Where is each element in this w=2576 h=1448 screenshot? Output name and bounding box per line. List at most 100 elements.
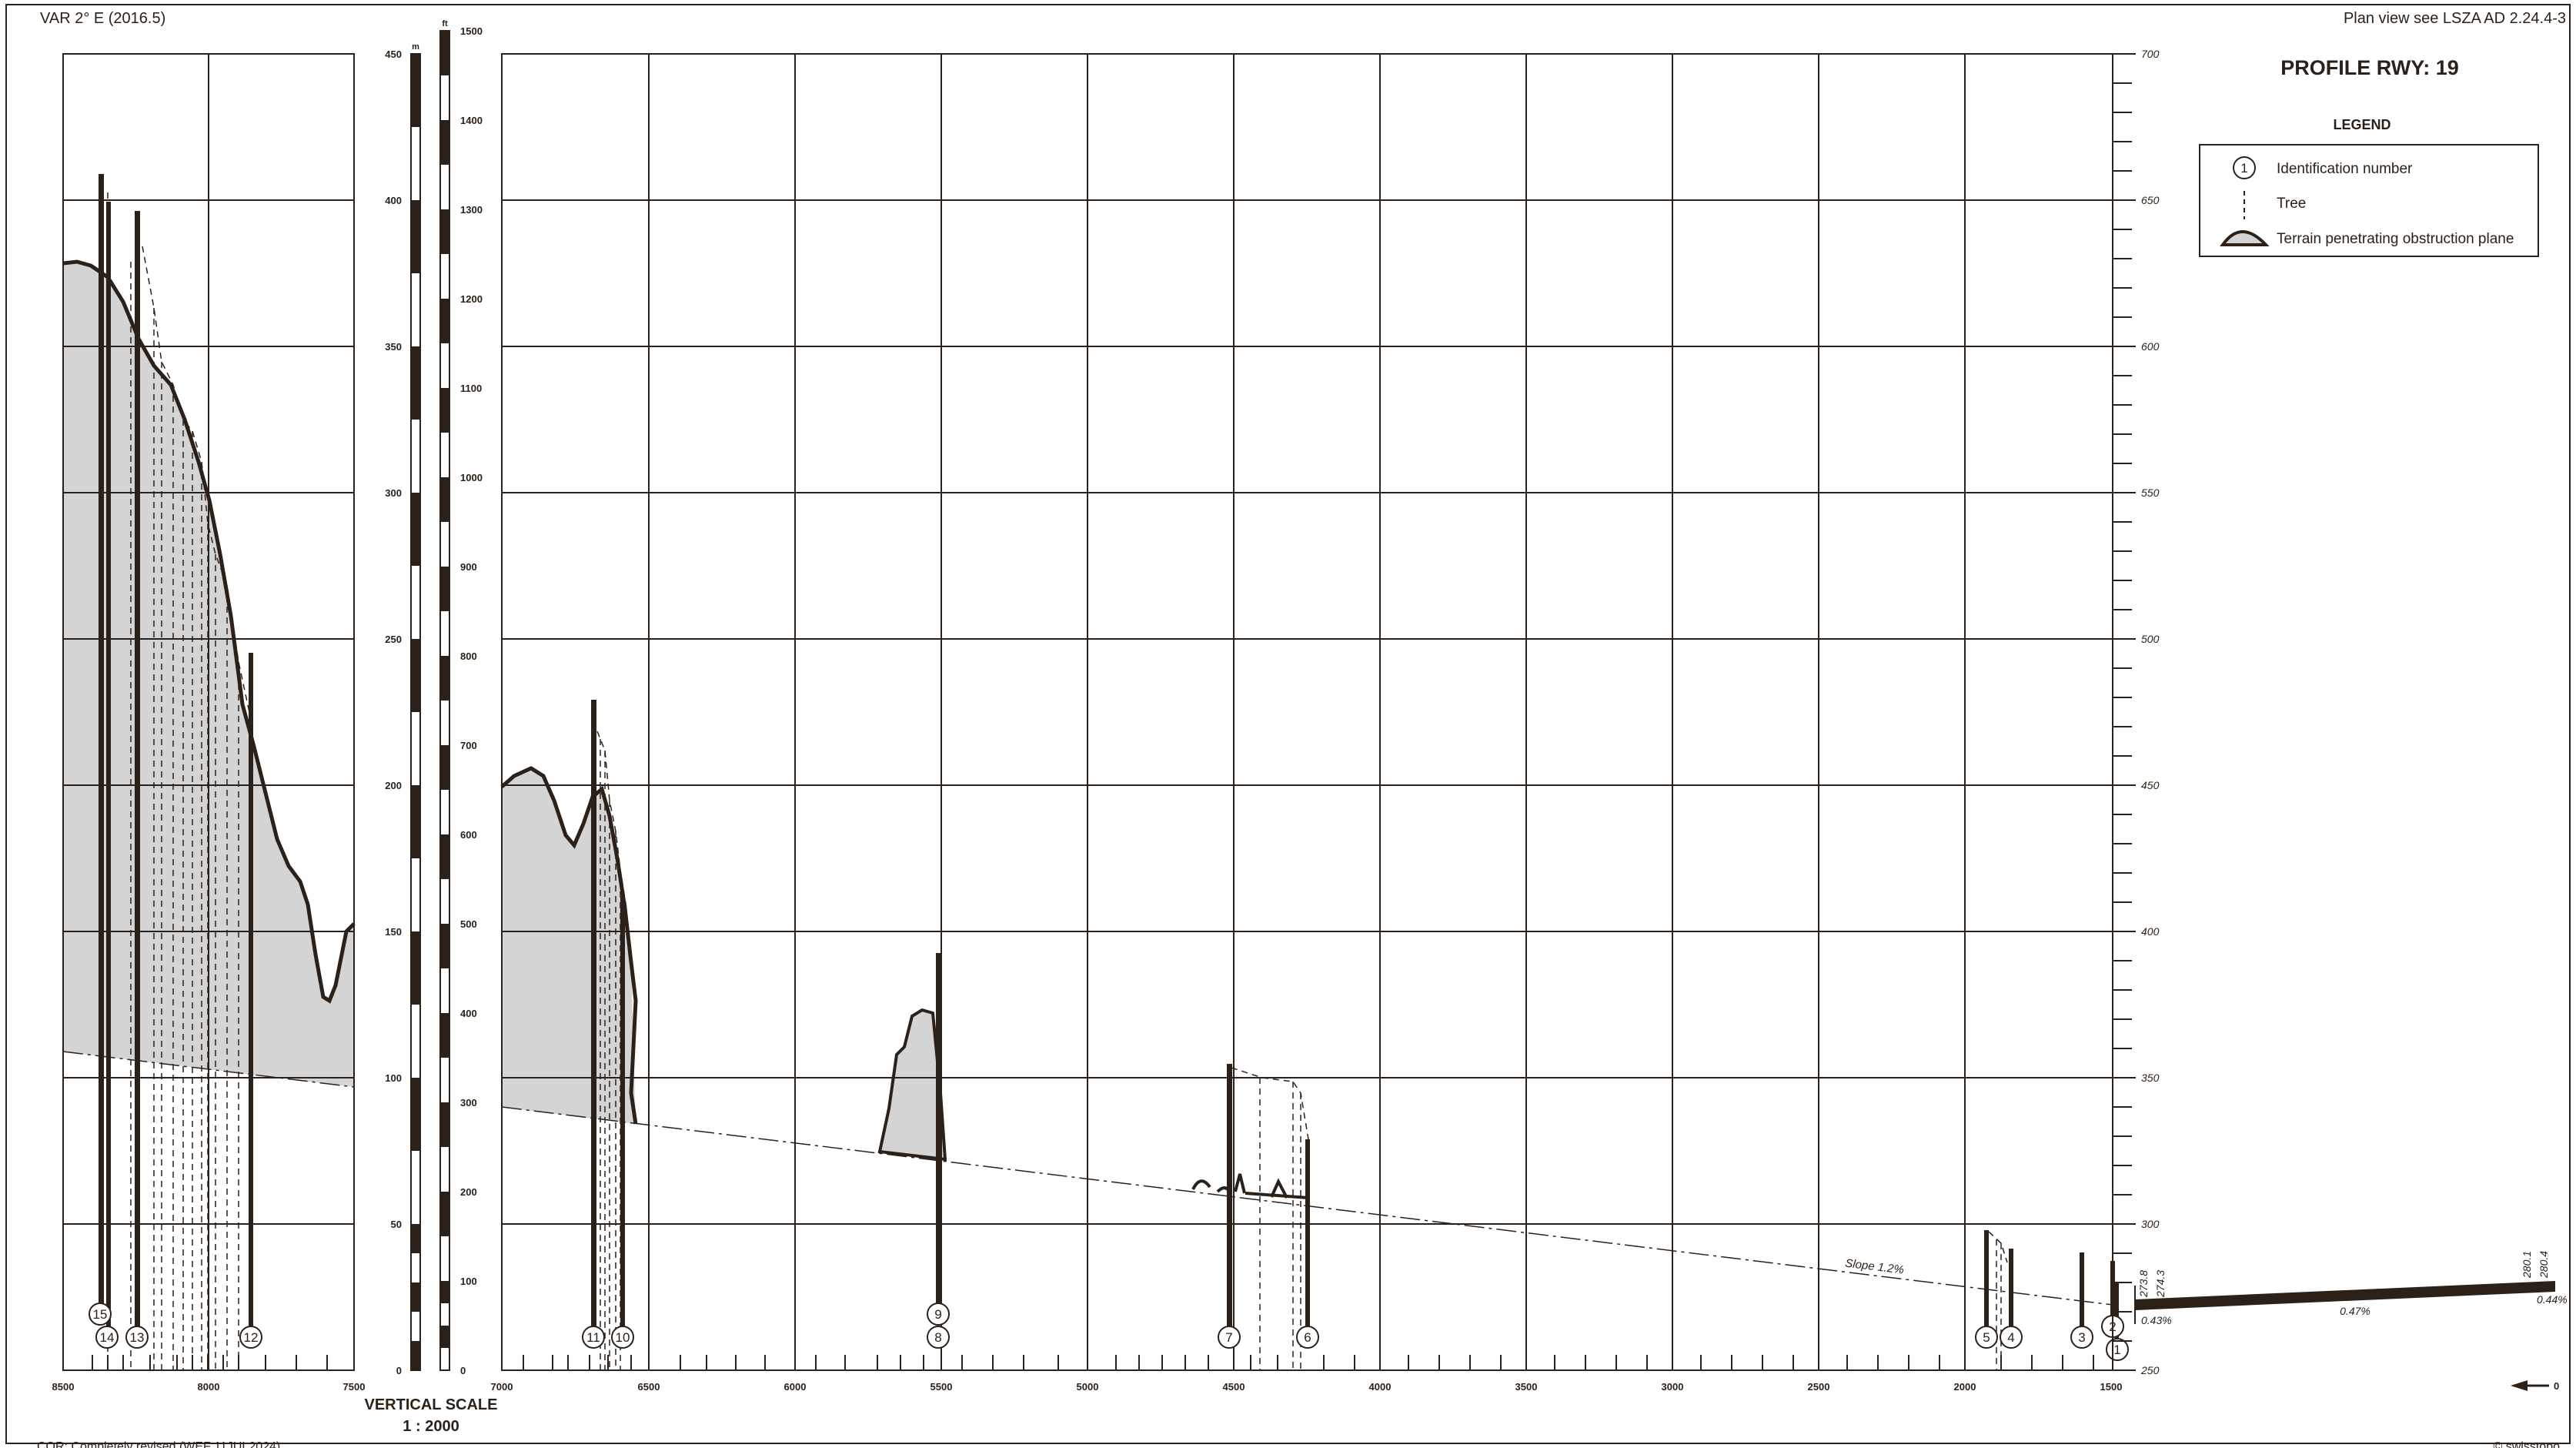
runway-slope-1: 0.43% [2141, 1314, 2172, 1326]
m-tick-400: 400 [385, 195, 402, 206]
ft-tick-100: 100 [460, 1276, 477, 1287]
obstacle-id-3: 3 [2078, 1330, 2085, 1345]
x-tick-2500: 2500 [1808, 1381, 1830, 1393]
vertical-scale-m-unit: m [412, 42, 419, 52]
main-panel: Slope 1.2% [491, 53, 2129, 1393]
obstacle-id-13: 13 [130, 1330, 145, 1345]
legend-id-symbol: 1 [2240, 161, 2247, 176]
left-x-tick-7500: 7500 [343, 1381, 366, 1393]
obstacle-9-mast [936, 953, 941, 1313]
obstacle-id-14: 14 [100, 1330, 115, 1345]
m-tick-200: 200 [385, 780, 402, 791]
legend: LEGEND 1 Identification number Tree Terr… [2199, 117, 2539, 257]
m-tick-0: 0 [396, 1365, 402, 1376]
legend-tree-label: Tree [2277, 196, 2306, 212]
ft-tick-300: 300 [460, 1097, 477, 1109]
obstacle-5-mast [1984, 1230, 1989, 1336]
ft-tick-1300: 1300 [460, 204, 483, 216]
legend-item-identification: 1 Identification number [2233, 156, 2413, 179]
chart-frame [5, 4, 2571, 1444]
obstacle-id-4: 4 [2007, 1330, 2014, 1345]
obstacle-15-mast [99, 174, 104, 1313]
obstacle-10-mast [620, 897, 625, 1336]
obstacle-id-11: 11 [586, 1330, 600, 1345]
obstacle-id-1: 1 [2113, 1343, 2120, 1357]
elev-tick-350: 350 [2141, 1072, 2160, 1084]
profile-title: PROFILE RWY: 19 [2280, 56, 2459, 79]
ft-scale-dark-segments [440, 31, 449, 1348]
runway-end-elev-1: 280.1 [2521, 1251, 2533, 1279]
right-elevation-axis: 250 300 350 400 450 500 550 600 650 700 [2112, 48, 2160, 1376]
m-tick-50: 50 [391, 1219, 402, 1230]
obstacle-7-mast [1227, 1064, 1232, 1336]
elev-tick-500: 500 [2141, 633, 2160, 645]
ft-tick-0: 0 [460, 1365, 466, 1376]
runway-strip [2135, 1281, 2555, 1310]
x-tick-5500: 5500 [931, 1381, 953, 1393]
obstacle-id-5: 5 [1983, 1330, 1990, 1345]
legend-id-label: Identification number [2277, 161, 2413, 177]
legend-terrain-label: Terrain penetrating obstruction plane [2277, 231, 2514, 247]
ft-tick-1000: 1000 [460, 472, 483, 483]
obstacle-12-mast [249, 653, 253, 1336]
vertical-scale-ft-unit: ft [442, 19, 448, 28]
main-terrain-hill-5500 [877, 1008, 947, 1162]
left-panel-terrain-line [62, 259, 356, 1004]
left-panel-obstruction-plane [62, 1051, 355, 1088]
main-panel-obstacles [591, 700, 2119, 1345]
left-panel-obstacle-ids: 15 14 13 12 [89, 1303, 262, 1349]
obstacle-id-9: 9 [934, 1307, 941, 1322]
legend-box [2199, 144, 2539, 257]
ft-tick-200: 200 [460, 1186, 477, 1198]
elev-tick-250: 250 [2140, 1364, 2160, 1376]
x-tick-6000: 6000 [784, 1381, 807, 1393]
x-tick-4500: 4500 [1223, 1381, 1245, 1393]
ft-tick-600: 600 [460, 829, 477, 841]
m-tick-100: 100 [385, 1072, 402, 1084]
cor-note: COR: Completely revised (WEF 11JUL2024) [37, 1440, 280, 1448]
obstacle-id-6: 6 [1304, 1330, 1311, 1345]
obstacle-id-10: 10 [616, 1330, 630, 1345]
main-panel-trees [596, 731, 2008, 1370]
vertical-scale-ratio: 1 : 2000 [403, 1418, 459, 1435]
left-panel-grid-horizontal [63, 199, 354, 1225]
main-panel-obstacle-ids: 11 10 9 8 7 6 5 4 3 2 1 [582, 1303, 2129, 1361]
x-tick-6500: 6500 [638, 1381, 660, 1393]
left-panel: 8500 8000 7500 15 14 13 12 [52, 53, 366, 1393]
plan-view-reference: Plan view see LSZA AD 2.24.4-3 [2344, 10, 2566, 27]
identification-circle-icon [2233, 156, 2256, 179]
ft-tick-400: 400 [460, 1008, 477, 1019]
vertical-scale: m ft [365, 19, 498, 1435]
vertical-scale-label: VERTICAL SCALE [365, 1396, 498, 1413]
legend-title: LEGEND [2333, 117, 2391, 132]
obstacle-id-12: 12 [244, 1330, 259, 1345]
obstacle-11-mast [591, 700, 596, 1336]
x-tick-4000: 4000 [1369, 1381, 1392, 1393]
obstacle-14-mast [106, 202, 111, 1336]
ft-tick-700: 700 [460, 740, 477, 751]
ft-tick-500: 500 [460, 918, 477, 930]
main-terrain-bumps-4500 [1191, 1173, 1309, 1199]
main-panel-x-tick-labels: 7000 6500 6000 5500 5000 4500 4000 3500 … [491, 1381, 2123, 1393]
right-axis-minor-ticks [2113, 82, 2132, 1342]
runway-end-elev-2: 280.4 [2538, 1251, 2550, 1279]
main-panel-grid-vertical [648, 54, 1966, 1370]
elev-tick-550: 550 [2141, 487, 2160, 499]
x-tick-2000: 2000 [1954, 1381, 1976, 1393]
copyright: © swisstopo [2494, 1440, 2561, 1448]
left-panel-obstacles [99, 174, 253, 1336]
ft-tick-1100: 1100 [460, 383, 482, 394]
runway-slope-2: 0.47% [2340, 1305, 2371, 1317]
elev-tick-300: 300 [2141, 1218, 2160, 1230]
ft-tick-1200: 1200 [460, 293, 483, 305]
elev-tick-400: 400 [2141, 925, 2160, 938]
obstacle-4-mast [2009, 1249, 2013, 1336]
legend-item-tree: Tree [2244, 191, 2306, 219]
m-scale-dark-segments [411, 54, 420, 1370]
left-x-tick-8500: 8500 [52, 1381, 75, 1393]
elev-tick-650: 650 [2141, 194, 2160, 206]
obstacle-6-mast [1305, 1139, 1310, 1336]
main-terrain-west [502, 768, 636, 1124]
obstacle-3-mast [2080, 1252, 2084, 1336]
